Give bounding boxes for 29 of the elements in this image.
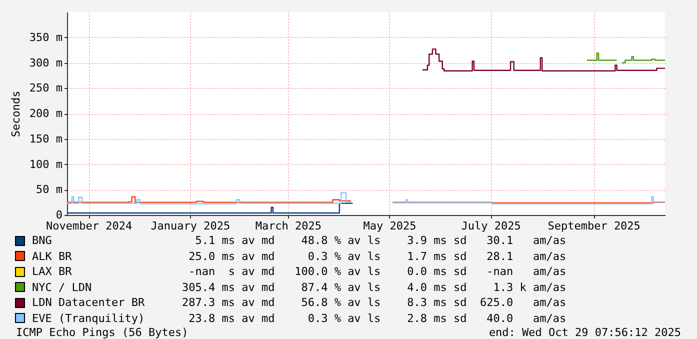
x-tick-label: March 2025 [255, 220, 322, 232]
x-tick-label: July 2025 [461, 220, 521, 232]
y-tick-label: 50 m [36, 183, 63, 196]
legend-label: EVE (Tranquility) [32, 310, 146, 326]
legend-label: ALK BR [32, 248, 73, 264]
text: -nan s av md 100.0 % av ls 0.0 ms sd -nan am/as [188, 264, 566, 280]
x-tick-label: May 2025 [363, 220, 416, 232]
legend-label: LAX BR [32, 264, 73, 280]
x-tick-label: September 2025 [548, 220, 640, 232]
y-tick-label: 100 m [29, 158, 63, 171]
text: 305.4 ms av md 87.4 % av ls 4.0 ms sd 1.3 k am/as [182, 280, 566, 295]
text: ICMP Echo Pings (56 Bytes) [16, 326, 188, 339]
text: 25.0 ms av md 0.3 % av ls 1.7 ms sd 28.1 am/as [188, 248, 566, 264]
text: 287.3 ms av md 56.8 % av ls 8.3 ms sd 625.0 am/as [182, 295, 566, 310]
text: end: Wed Oct 29 07:56:12 2025 [488, 326, 681, 339]
text: 23.8 ms av md 0.3 % av ls 2.8 ms sd 40.0 am/as [188, 310, 566, 326]
legend-label: LDN Datacenter BR [32, 295, 146, 310]
y-tick-label: 150 m [29, 132, 63, 146]
y-tick-label: 250 m [29, 82, 63, 95]
y-tick-label: 300 m [29, 56, 63, 70]
y-tick-label: 350 m [29, 30, 63, 44]
x-tick-label: November 2024 [46, 220, 133, 232]
y-tick-label: 200 m [29, 107, 63, 120]
legend-label: BNG [32, 233, 53, 248]
text: 5.1 ms av md 48.8 % av ls 3.9 ms sd 30.1 am/as [194, 233, 566, 248]
legend-label: NYC / LDN [32, 280, 93, 295]
y-tick-label: 0 [56, 208, 62, 222]
y-axis-title: Seconds [9, 90, 22, 138]
x-tick-label: January 2025 [150, 220, 230, 232]
